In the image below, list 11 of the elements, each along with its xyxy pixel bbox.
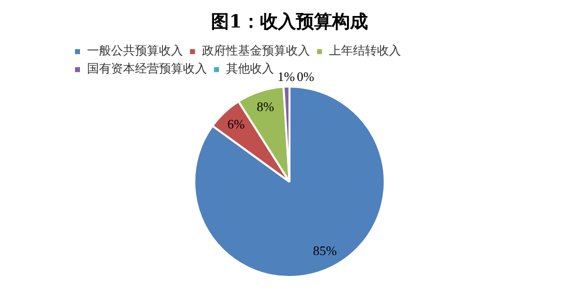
data-label: 8% — [256, 98, 274, 114]
legend-label: 政府性基金预算收入 — [202, 44, 310, 58]
legend-label: 国有资本经营预算收入 — [87, 62, 207, 76]
data-label: 6% — [227, 116, 245, 132]
data-label: 85% — [313, 242, 338, 258]
data-label: 1% — [278, 69, 296, 84]
legend-label: 一般公共预算收入 — [87, 44, 183, 58]
chart-title: 图1：收入预算构成 — [211, 11, 368, 32]
legend-label: 其他收入 — [226, 62, 274, 76]
text: 0% — [296, 69, 314, 84]
legend-label: 上年结转收入 — [329, 44, 401, 58]
